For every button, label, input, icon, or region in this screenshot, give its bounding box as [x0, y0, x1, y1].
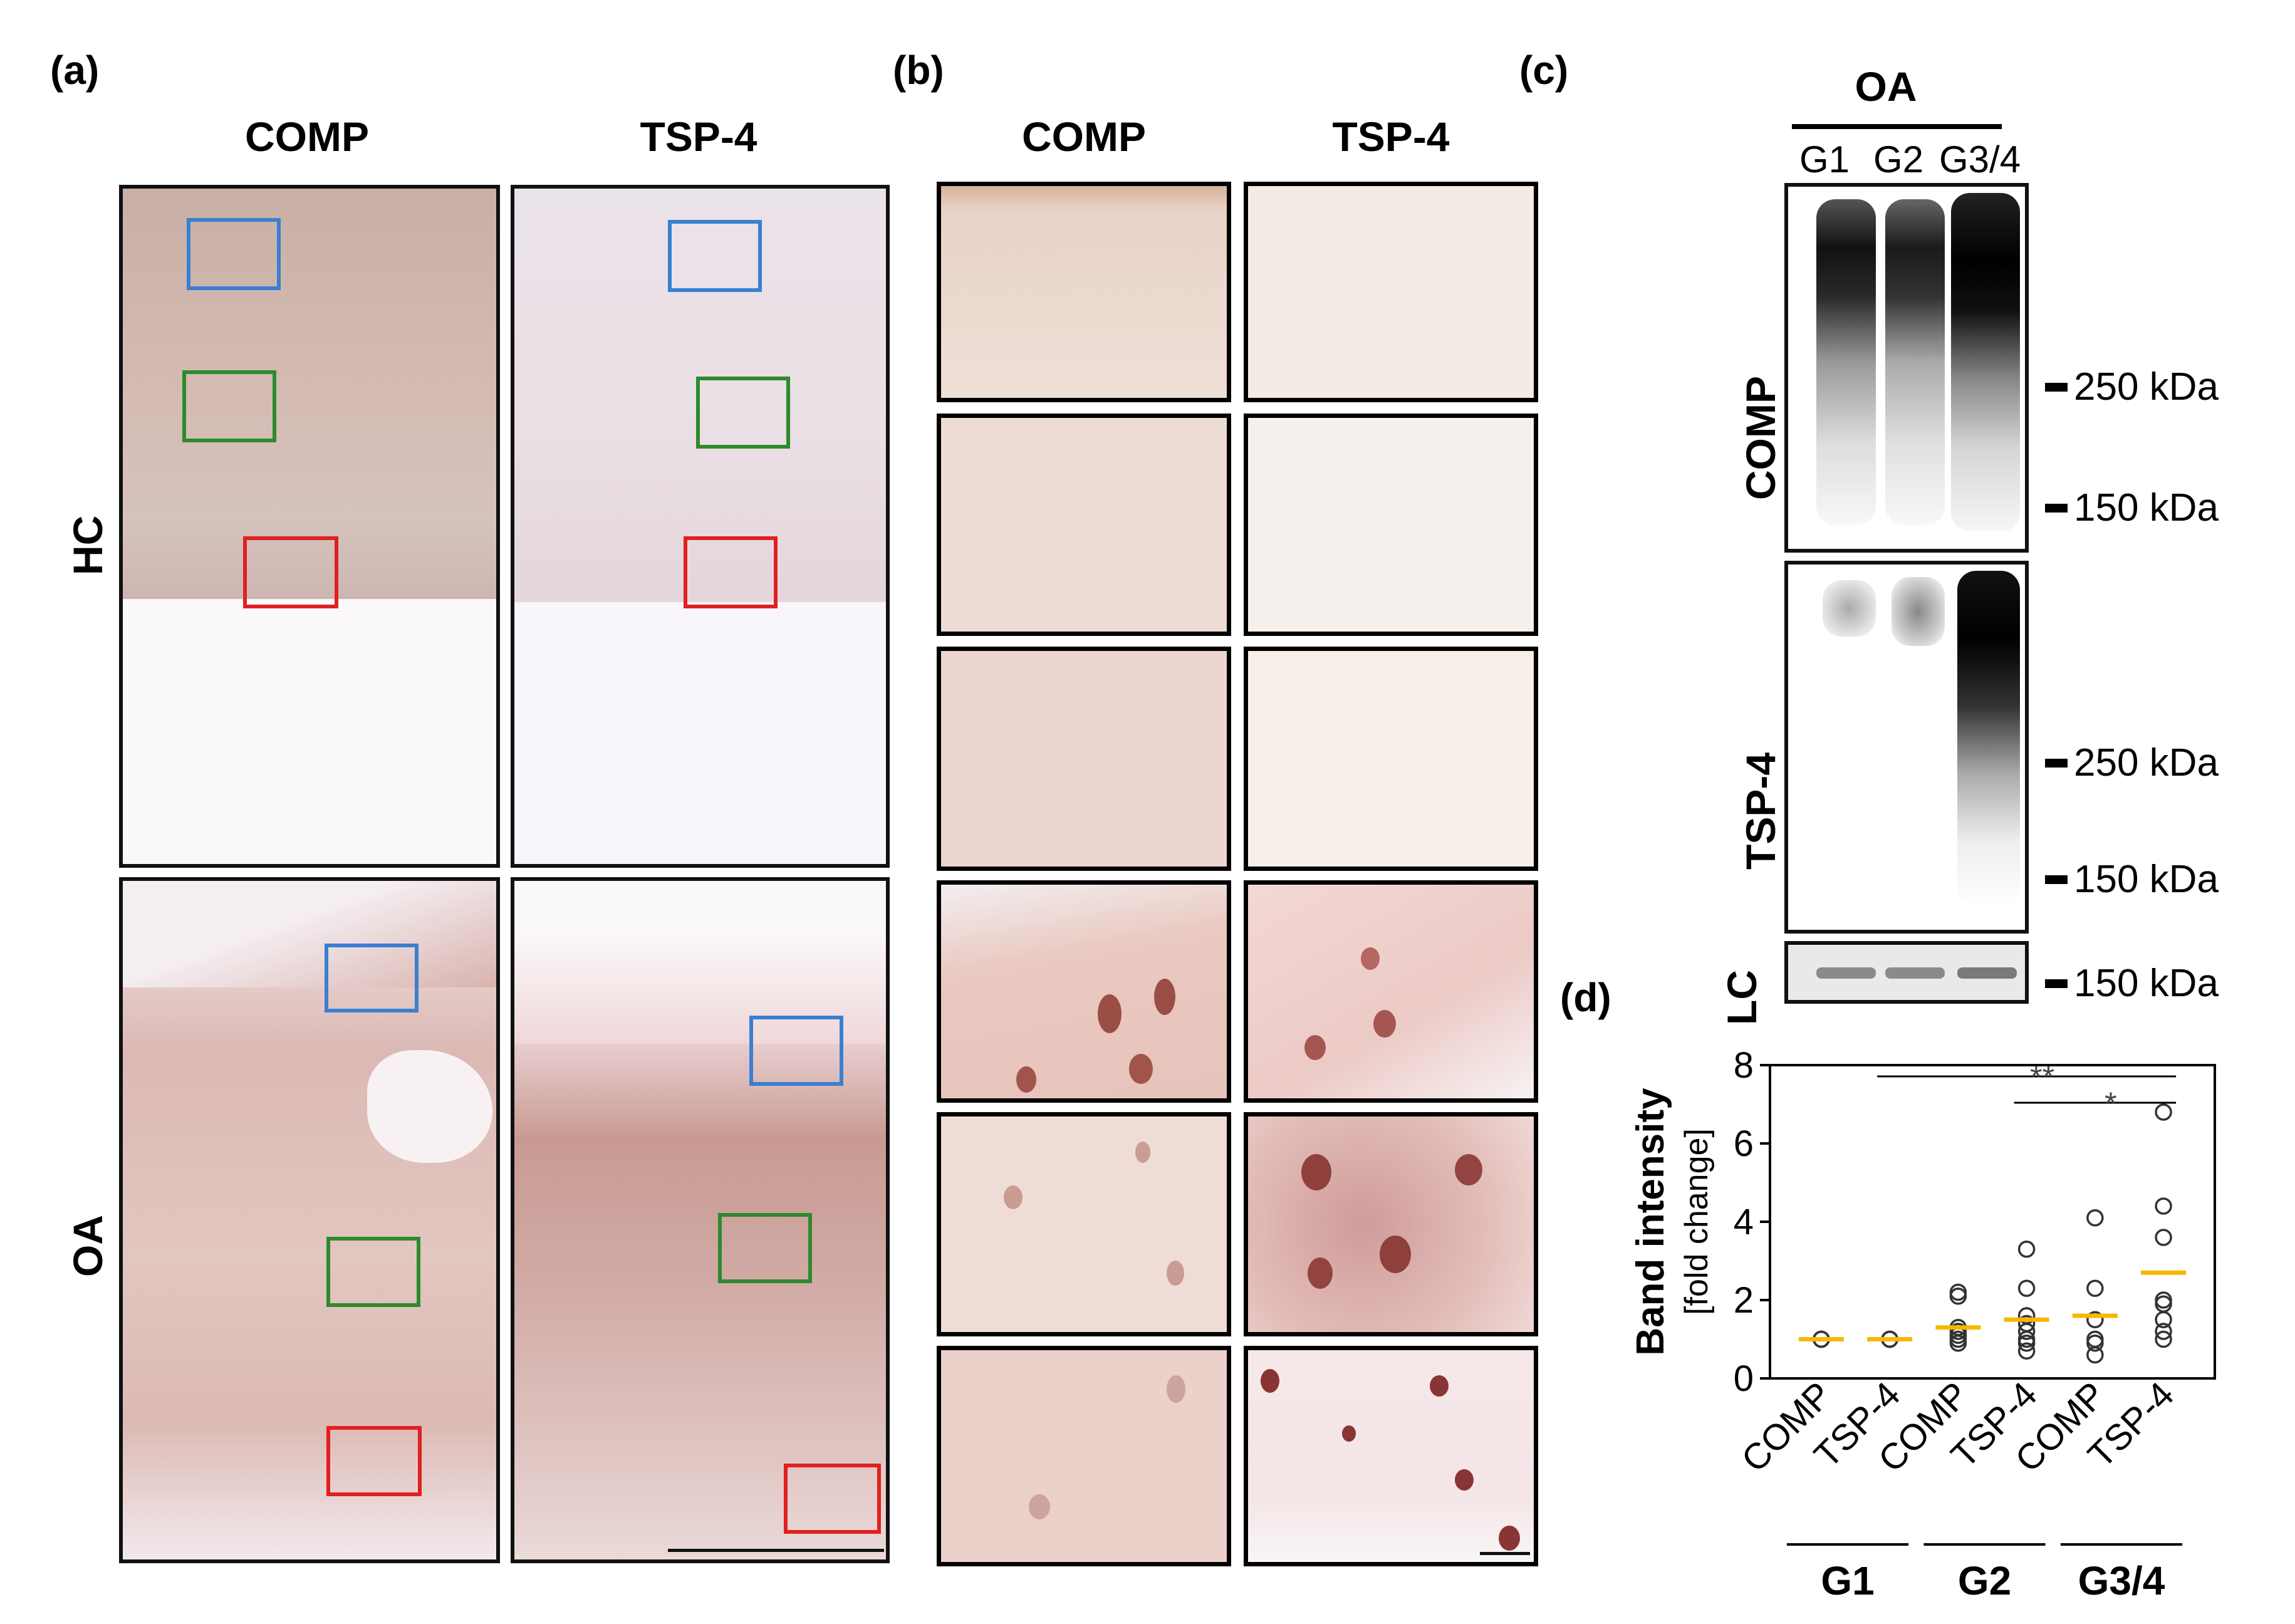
lane-g2: G2 [1873, 138, 1924, 180]
marker-tsp4-250: 250 kDa [2045, 741, 2219, 784]
panel-label-c: (c) [1519, 48, 1569, 93]
group-label: G1 [1821, 1558, 1874, 1603]
data-point [1949, 1283, 1967, 1301]
panel-label-d: (d) [1560, 975, 1611, 1020]
y-tick-label: 4 [1734, 1202, 1754, 1242]
significance-label: * [2105, 1086, 2116, 1121]
marker-lc-150: 150 kDa [2045, 962, 2219, 1005]
lane-g1: G1 [1799, 138, 1850, 180]
zoom-oa-comp-bottom [937, 1346, 1231, 1566]
data-point [2086, 1330, 2104, 1348]
data-point [2086, 1209, 2104, 1227]
zoom-oa-comp-top [937, 880, 1231, 1103]
zoom-hc-tsp4-top [1244, 182, 1538, 402]
row-label-hc: HC [65, 515, 111, 575]
y-tick-label: 8 [1734, 1045, 1754, 1086]
marker-comp-250: 250 kDa [2045, 365, 2219, 409]
data-point [2017, 1241, 2036, 1258]
data-point [2155, 1291, 2172, 1309]
y-axis-label: Band intensity [1629, 1088, 1672, 1356]
group-label: G3/4 [2078, 1558, 2165, 1603]
data-point [2017, 1342, 2036, 1360]
y-tick-label: 0 [1734, 1358, 1754, 1399]
roi-hc-tsp4-top [668, 220, 762, 292]
zoom-oa-tsp4-top [1244, 880, 1538, 1103]
marker-comp-150: 150 kDa [2045, 486, 2219, 529]
data-point [2086, 1279, 2104, 1297]
panel-label-b: (b) [893, 48, 944, 93]
data-point [2086, 1311, 2104, 1328]
panel-a-header-tsp4: TSP-4 [640, 113, 757, 160]
roi-hc-comp-top [187, 218, 281, 290]
y-tick-label: 2 [1734, 1280, 1754, 1321]
roi-hc-comp-bottom [243, 536, 338, 608]
tissue-hc-tsp4 [511, 185, 890, 868]
zoom-oa-tsp4-mid [1244, 1112, 1538, 1336]
zoom-hc-tsp4-bottom [1244, 647, 1538, 871]
zoom-hc-comp-top [937, 182, 1231, 402]
group-label: G2 [1958, 1558, 2011, 1603]
zoom-hc-tsp4-mid [1244, 414, 1538, 636]
panel-b-header-comp: COMP [1022, 113, 1146, 160]
roi-oa-comp-mid [326, 1237, 420, 1307]
blot-tsp4 [1784, 561, 2029, 934]
tissue-hc-comp [119, 185, 500, 868]
blot-group-oa: OA [1855, 63, 1917, 110]
roi-hc-tsp4-bottom [684, 536, 778, 608]
roi-oa-tsp4-bottom [784, 1464, 881, 1534]
marker-tsp4-150: 150 kDa [2045, 858, 2219, 901]
panel-b-header-tsp4: TSP-4 [1332, 113, 1450, 160]
data-point [2017, 1279, 2036, 1297]
scale-bar-a [668, 1549, 884, 1552]
data-point [2155, 1103, 2172, 1121]
zoom-hc-comp-bottom [937, 647, 1231, 871]
data-point [2155, 1229, 2172, 1246]
blot-label-lc: LC [1719, 970, 1765, 1025]
data-point [2155, 1197, 2172, 1215]
blot-lc [1784, 941, 2029, 1004]
roi-oa-comp-bottom [326, 1426, 422, 1496]
blot-comp [1784, 183, 2029, 553]
roi-hc-tsp4-mid [696, 377, 790, 449]
data-point [2155, 1323, 2172, 1340]
tissue-oa-comp [119, 877, 500, 1563]
roi-oa-tsp4-top [749, 1016, 843, 1086]
lane-g34: G3/4 [1939, 138, 2021, 180]
significance-label: ** [2030, 1059, 2054, 1095]
row-label-oa: OA [65, 1215, 111, 1277]
y-tick-label: 6 [1734, 1123, 1754, 1164]
roi-oa-tsp4-mid [718, 1213, 812, 1283]
blot-label-tsp4: TSP-4 [1737, 752, 1784, 870]
data-point [2017, 1307, 2036, 1325]
roi-hc-comp-mid [182, 370, 276, 442]
plot-frame [1769, 1064, 2216, 1380]
zoom-oa-comp-mid [937, 1112, 1231, 1336]
blot-group-bar [1792, 124, 2002, 129]
roi-oa-comp-top [325, 944, 419, 1012]
blot-label-comp: COMP [1737, 376, 1784, 500]
tissue-oa-tsp4 [511, 877, 890, 1563]
data-point [2017, 1314, 2036, 1333]
zoom-hc-comp-mid [937, 414, 1231, 636]
data-point [2155, 1330, 2172, 1348]
panel-a-header-comp: COMP [245, 113, 369, 160]
zoom-oa-tsp4-bottom [1244, 1346, 1538, 1566]
scale-bar-b [1480, 1552, 1530, 1555]
panel-label-a: (a) [50, 48, 100, 93]
y-axis-sublabel: [fold change] [1678, 1128, 1715, 1315]
